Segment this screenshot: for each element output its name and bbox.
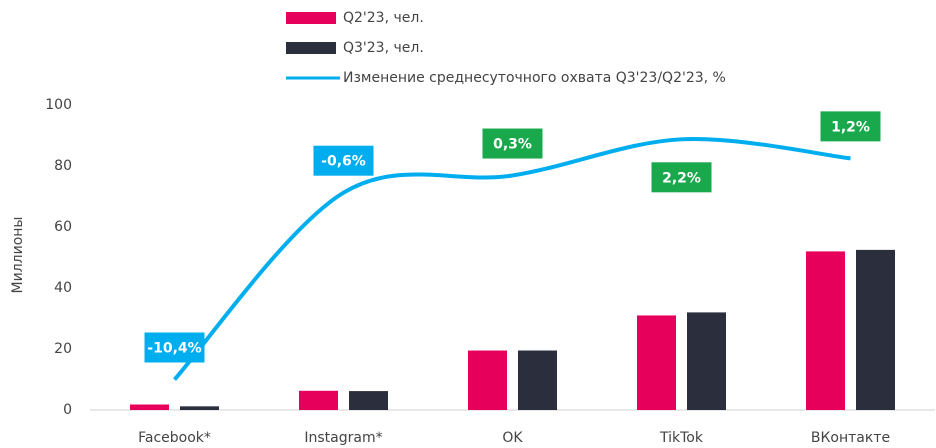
value-label: 0,3% (493, 137, 532, 153)
line (173, 137, 851, 381)
bar (687, 312, 726, 410)
y-tick-label: 20 (54, 341, 72, 357)
legend-swatch (286, 42, 336, 54)
value-label-box (651, 162, 712, 193)
value-label-box (144, 332, 205, 363)
x-tick-label: OK (502, 430, 523, 446)
value-label-box (482, 128, 543, 159)
bar (856, 249, 895, 410)
y-tick-label: 100 (45, 97, 72, 113)
value-label-box (820, 111, 881, 142)
bar (518, 350, 557, 410)
y-tick-label: 40 (54, 280, 72, 296)
legend-label: Изменение среднесуточного охвата Q3'23/Q… (343, 70, 726, 86)
bar (637, 315, 676, 410)
legend-swatch (286, 12, 336, 24)
x-tick-label: Facebook* (138, 430, 211, 446)
y-tick-label: 80 (54, 158, 72, 174)
value-label-box (313, 145, 374, 176)
bar (299, 390, 338, 410)
x-tick-label: ВКонтакте (811, 430, 890, 446)
bar (468, 350, 507, 410)
value-label: -10,4% (147, 341, 201, 357)
y-tick-label: 60 (54, 219, 72, 235)
legend-label: Q3'23, чел. (343, 40, 424, 56)
y-tick-label: 0 (63, 402, 72, 418)
value-label: 2,2% (662, 170, 701, 186)
bar (180, 406, 219, 410)
value-label: 1,2% (831, 119, 870, 135)
x-tick-label: Instagram* (304, 430, 382, 446)
value-label: -0,6% (321, 154, 366, 170)
bar (349, 391, 388, 410)
bar (806, 251, 845, 410)
y-axis-label: Миллионы (10, 217, 26, 294)
bar (130, 404, 169, 410)
x-tick-label: TikTok (659, 430, 704, 446)
legend-label: Q2'23, чел. (343, 10, 424, 26)
